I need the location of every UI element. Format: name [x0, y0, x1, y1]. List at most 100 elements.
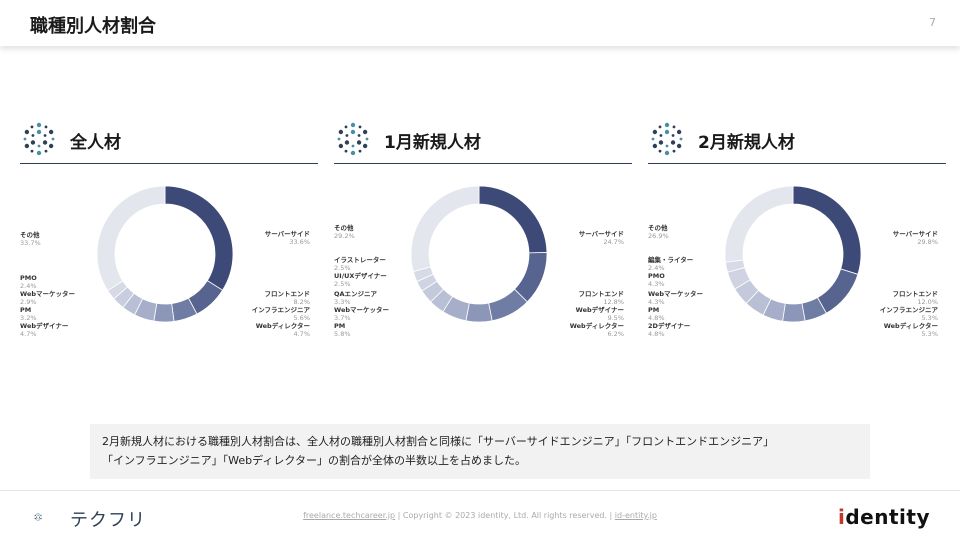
icon-dot	[365, 137, 369, 141]
panel-all-talent: 全人材 サーバーサイド 33.6% フロントエンド 8.2% インフラエンジニア 5.6%…	[20, 118, 318, 358]
slice-label: 編集・ライター 2.4%	[648, 256, 693, 272]
slice-label-name: フロントエンド	[578, 290, 625, 298]
icon-dot	[356, 140, 362, 145]
icon-dot	[37, 514, 39, 516]
slice-label: PMO 2.4%	[20, 274, 37, 290]
icon-dot	[34, 516, 36, 518]
slice-label-value: 4.7%	[293, 330, 310, 338]
slice-label-name: Webディレクター	[569, 322, 624, 330]
techcareer-link[interactable]: freelance.techcareer.jp	[303, 511, 396, 520]
slice-label-name: サーバーサイド	[264, 230, 310, 238]
donut-slice	[816, 268, 859, 314]
icon-dot	[39, 515, 40, 517]
page-number: 7	[929, 16, 936, 29]
icon-dot	[659, 134, 663, 137]
icon-dot	[37, 144, 41, 148]
slice-label: Webマーケッター 3.7%	[334, 306, 389, 322]
donut-slice	[724, 185, 794, 263]
icon-dot	[338, 129, 344, 135]
slice-label: UI/UXデザイナー 2.5%	[334, 272, 387, 288]
icon-dot	[362, 143, 368, 149]
slice-label: Webデザイナー 4.7%	[20, 322, 68, 338]
icon-dot	[676, 129, 682, 135]
icon-dot	[51, 137, 55, 141]
icon-dot	[30, 125, 34, 129]
slice-label: サーバーサイド 24.7%	[579, 230, 624, 246]
slice-label-value: 12.0%	[917, 298, 938, 306]
icon-dot	[40, 518, 42, 520]
panel-header: 1月新規人材	[334, 118, 632, 164]
footer-copyright: freelance.techcareer.jp | Copyright © 20…	[0, 511, 960, 520]
slice-label: Webマーケッター 4.3%	[648, 290, 703, 306]
brand-i: i	[838, 505, 846, 529]
icon-dot	[652, 143, 658, 149]
copyright-text: Copyright © 2023 identity, Ltd. All righ…	[402, 511, 607, 520]
icon-dot	[24, 129, 30, 135]
icon-dot	[43, 134, 47, 137]
slice-label-name: インフラエンジニア	[879, 306, 938, 314]
slice-label-name: サーバーサイド	[892, 230, 938, 238]
icon-dot	[37, 518, 39, 520]
slice-label-name: フロントエンド	[892, 290, 939, 298]
panel-title: 2月新規人材	[698, 133, 795, 153]
icon-dot	[39, 519, 41, 521]
slice-label: インフラエンジニア 5.3%	[880, 306, 938, 322]
panel-title: 1月新規人材	[384, 133, 481, 153]
donut-slice	[96, 185, 166, 292]
techfuri-logo-text: テクフリ	[70, 510, 146, 531]
slice-label-value: 4.7%	[20, 330, 37, 338]
icon-dot	[350, 122, 356, 128]
icon-dot	[358, 125, 362, 129]
icon-dot	[665, 144, 669, 148]
techfuri-logo-icon	[34, 513, 42, 521]
slice-label-value: 12.8%	[603, 298, 624, 306]
slice-label: Webディレクター 5.3%	[884, 322, 938, 338]
slice-label: QAエンジニア 3.3%	[334, 290, 377, 306]
icon-dot	[672, 125, 676, 129]
slice-label-name: Webマーケッター	[334, 306, 389, 314]
icon-dot	[38, 517, 41, 519]
slice-label-name: Webデザイナー	[575, 306, 624, 314]
slice-label-value: 4.8%	[648, 314, 665, 322]
slice-label-name: フロントエンド	[264, 290, 311, 298]
slice-label: イラストレーター 2.5%	[334, 256, 386, 272]
slice-label-name: PM	[20, 306, 32, 314]
icon-dot	[651, 137, 655, 141]
icon-dot	[664, 122, 670, 128]
icon-dot	[658, 125, 662, 129]
icon-dot	[344, 125, 348, 129]
dot-ring-icon	[23, 122, 55, 156]
slice-label-value: 5.6%	[293, 314, 310, 322]
donut-slice	[782, 302, 806, 323]
icon-dot	[37, 519, 39, 521]
donut-slice	[410, 185, 480, 272]
icon-dot	[652, 129, 658, 135]
slice-label-value: 5.3%	[921, 314, 938, 322]
icon-dot	[39, 513, 41, 515]
slice-label: フロントエンド 8.2%	[265, 290, 311, 306]
slice-label-value: 6.2%	[607, 330, 624, 338]
slice-label-name: イラストレーター	[334, 256, 386, 264]
slice-label: フロントエンド 12.0%	[893, 290, 939, 306]
icon-dot	[36, 129, 42, 135]
slice-label-value: 2.9%	[20, 298, 37, 306]
icon-dot	[48, 129, 54, 135]
icon-dot	[337, 137, 341, 141]
icon-dot	[345, 134, 349, 137]
slice-label: その他 33.7%	[20, 231, 41, 247]
icon-dot	[362, 129, 368, 135]
slide-header: 職種別人材割合 7	[0, 0, 960, 46]
icon-dot	[36, 517, 38, 519]
slice-label-value: 5.3%	[921, 330, 938, 338]
icon-dot	[23, 137, 27, 141]
slice-label: Webディレクター 4.7%	[256, 322, 310, 338]
identity-link[interactable]: id-entity.jp	[614, 511, 657, 520]
icon-dot	[351, 144, 355, 148]
slice-label-name: インフラエンジニア	[251, 306, 310, 314]
icon-dot	[40, 516, 42, 518]
slice-label-name: Webマーケッター	[20, 290, 75, 298]
icon-dot	[670, 140, 676, 145]
slice-label: Webマーケッター 2.9%	[20, 290, 75, 306]
slice-label-name: PMO	[20, 274, 37, 282]
icon-dot	[658, 149, 662, 153]
